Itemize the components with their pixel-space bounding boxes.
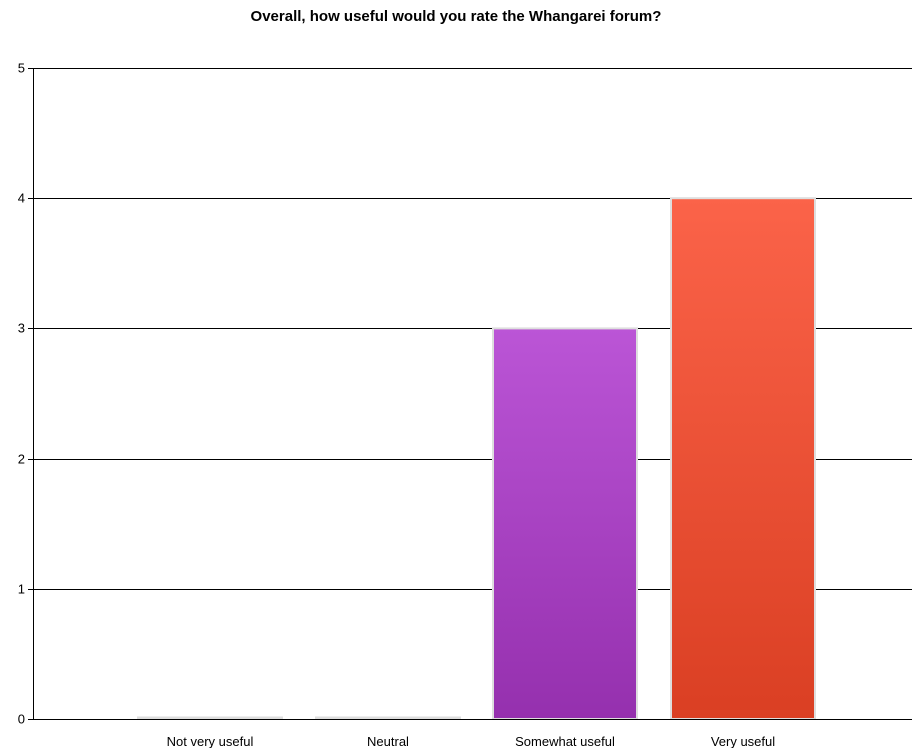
- y-tick-label: 1: [18, 582, 25, 597]
- tick-labels: 0 1 2 3 4 5 Not very useful Neutral Somewhat use…: [18, 61, 775, 748]
- y-tick-label: 4: [18, 191, 25, 206]
- x-tick-label: Not very useful: [167, 734, 254, 748]
- bars: [137, 197, 816, 720]
- chart-title: Overall, how useful would you rate the W…: [250, 8, 662, 25]
- bar-neutral: [315, 716, 461, 720]
- y-tick-label: 2: [18, 452, 25, 467]
- bar-not-very-useful: [137, 716, 283, 720]
- x-tick-label: Neutral: [367, 734, 409, 748]
- bar-somewhat-useful: [492, 327, 638, 720]
- x-tick-label: Very useful: [711, 734, 775, 748]
- y-tick-label: 5: [18, 61, 25, 76]
- x-tick-label: Somewhat useful: [515, 734, 615, 748]
- y-tick-label: 0: [18, 712, 25, 727]
- bar-very-useful: [670, 197, 816, 720]
- y-tick-label: 3: [18, 321, 25, 336]
- axes: [28, 68, 912, 720]
